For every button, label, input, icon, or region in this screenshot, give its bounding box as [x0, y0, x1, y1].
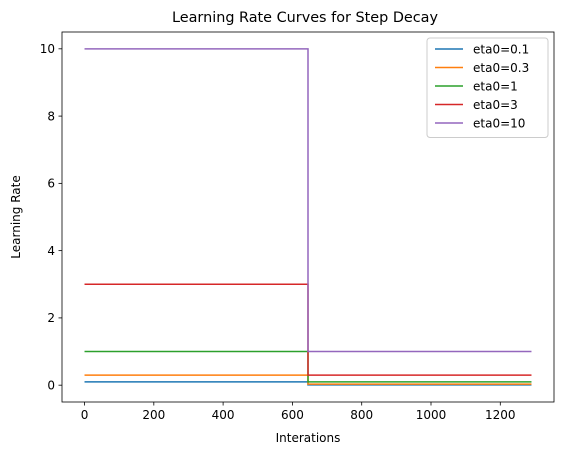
x-tick-label: 200 [142, 408, 165, 422]
y-tick-label: 10 [40, 42, 55, 56]
plot-frame [61, 31, 555, 403]
y-axis-label: Learning Rate [9, 175, 23, 258]
y-axis: 0 2 4 6 8 10 [40, 42, 62, 392]
chart-title: Learning Rate Curves for Step Decay [172, 10, 439, 26]
legend-label-0: eta0=0.1 [473, 42, 529, 56]
y-tick-label: 6 [47, 177, 55, 191]
y-tick-label: 2 [47, 311, 55, 325]
x-axis-label: Interations [276, 431, 341, 445]
legend-label-2: eta0=1 [473, 79, 518, 93]
legend-label-1: eta0=0.3 [473, 61, 529, 75]
x-axis: 0 200 400 600 800 1000 1200 [81, 402, 516, 422]
y-tick-label: 8 [47, 109, 55, 123]
series-line-4 [84, 48, 532, 353]
legend: eta0=0.1 eta0=0.3 eta0=1 eta0=3 eta0=10 [426, 37, 549, 138]
x-tick-label: 0 [81, 408, 89, 422]
legend-box [426, 37, 549, 138]
x-tick-label: 600 [281, 408, 304, 422]
legend-label-4: eta0=10 [473, 116, 525, 130]
x-tick-label: 400 [212, 408, 235, 422]
legend-label-3: eta0=3 [473, 98, 518, 112]
x-tick-label: 800 [350, 408, 373, 422]
y-tick-label: 4 [47, 244, 55, 258]
x-tick-label: 1000 [416, 408, 447, 422]
x-tick-label: 1200 [485, 408, 516, 422]
plot-lines [84, 48, 532, 386]
y-tick-label: 0 [47, 378, 55, 392]
